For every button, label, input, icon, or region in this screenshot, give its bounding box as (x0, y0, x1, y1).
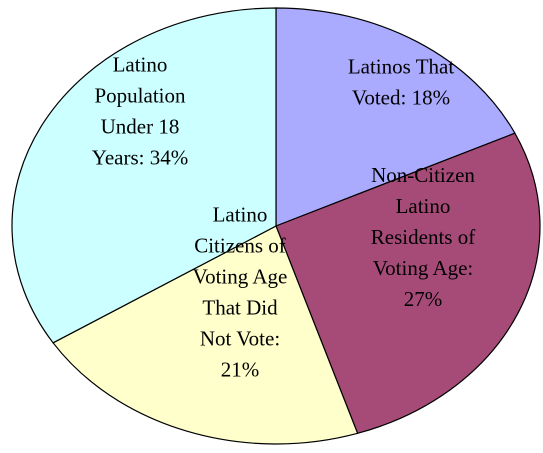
slice-label-line: Under 18 (101, 114, 180, 138)
slice-label-line: Latinos That (348, 54, 455, 78)
slice-label-latino-population: Latino Population Under 18 Years: 34% (92, 52, 188, 169)
slice-label-line: Years: 34% (92, 145, 188, 169)
slice-label-line: Non-Citizen (371, 163, 475, 187)
slice-label-line: 21% (221, 357, 260, 381)
pie-slice-non-citizen-latino (275, 132, 541, 435)
pie-slice-latinos-that-voted-18 (275, 7, 516, 227)
slice-label-line: Not Vote: (200, 326, 280, 350)
slice-label-line: Latino (396, 194, 451, 218)
slice-label-latino-citizens-of: Latino Citizens of Voting Age That Did Not V… (193, 202, 288, 381)
slice-label-line: Latino (113, 52, 168, 76)
slice-label-line: Residents of (371, 225, 475, 249)
slice-label-line: Voting Age (193, 264, 288, 288)
pie-labels: Latinos That Voted: 18% Non-Citizen Latino R… (92, 52, 476, 381)
pie-slices (11, 7, 541, 445)
slice-label-line: Citizens of (194, 233, 286, 257)
slice-label-line: 27% (404, 287, 443, 311)
slice-label-non-citizen-latino: Non-Citizen Latino Residents of Voting Age:… (371, 163, 476, 311)
pie-slice-latino-citizens-of (52, 225, 359, 445)
slice-label-line: Voted: 18% (352, 85, 450, 109)
slice-label-line: Population (94, 83, 186, 107)
pie-slice-latino-population (11, 7, 277, 344)
slice-label-latinos-that-voted-18: Latinos That Voted: 18% (348, 54, 455, 109)
slice-label-line: Voting Age: (373, 256, 474, 280)
slice-label-line: That Did (202, 295, 278, 319)
slice-label-line: Latino (213, 202, 268, 226)
